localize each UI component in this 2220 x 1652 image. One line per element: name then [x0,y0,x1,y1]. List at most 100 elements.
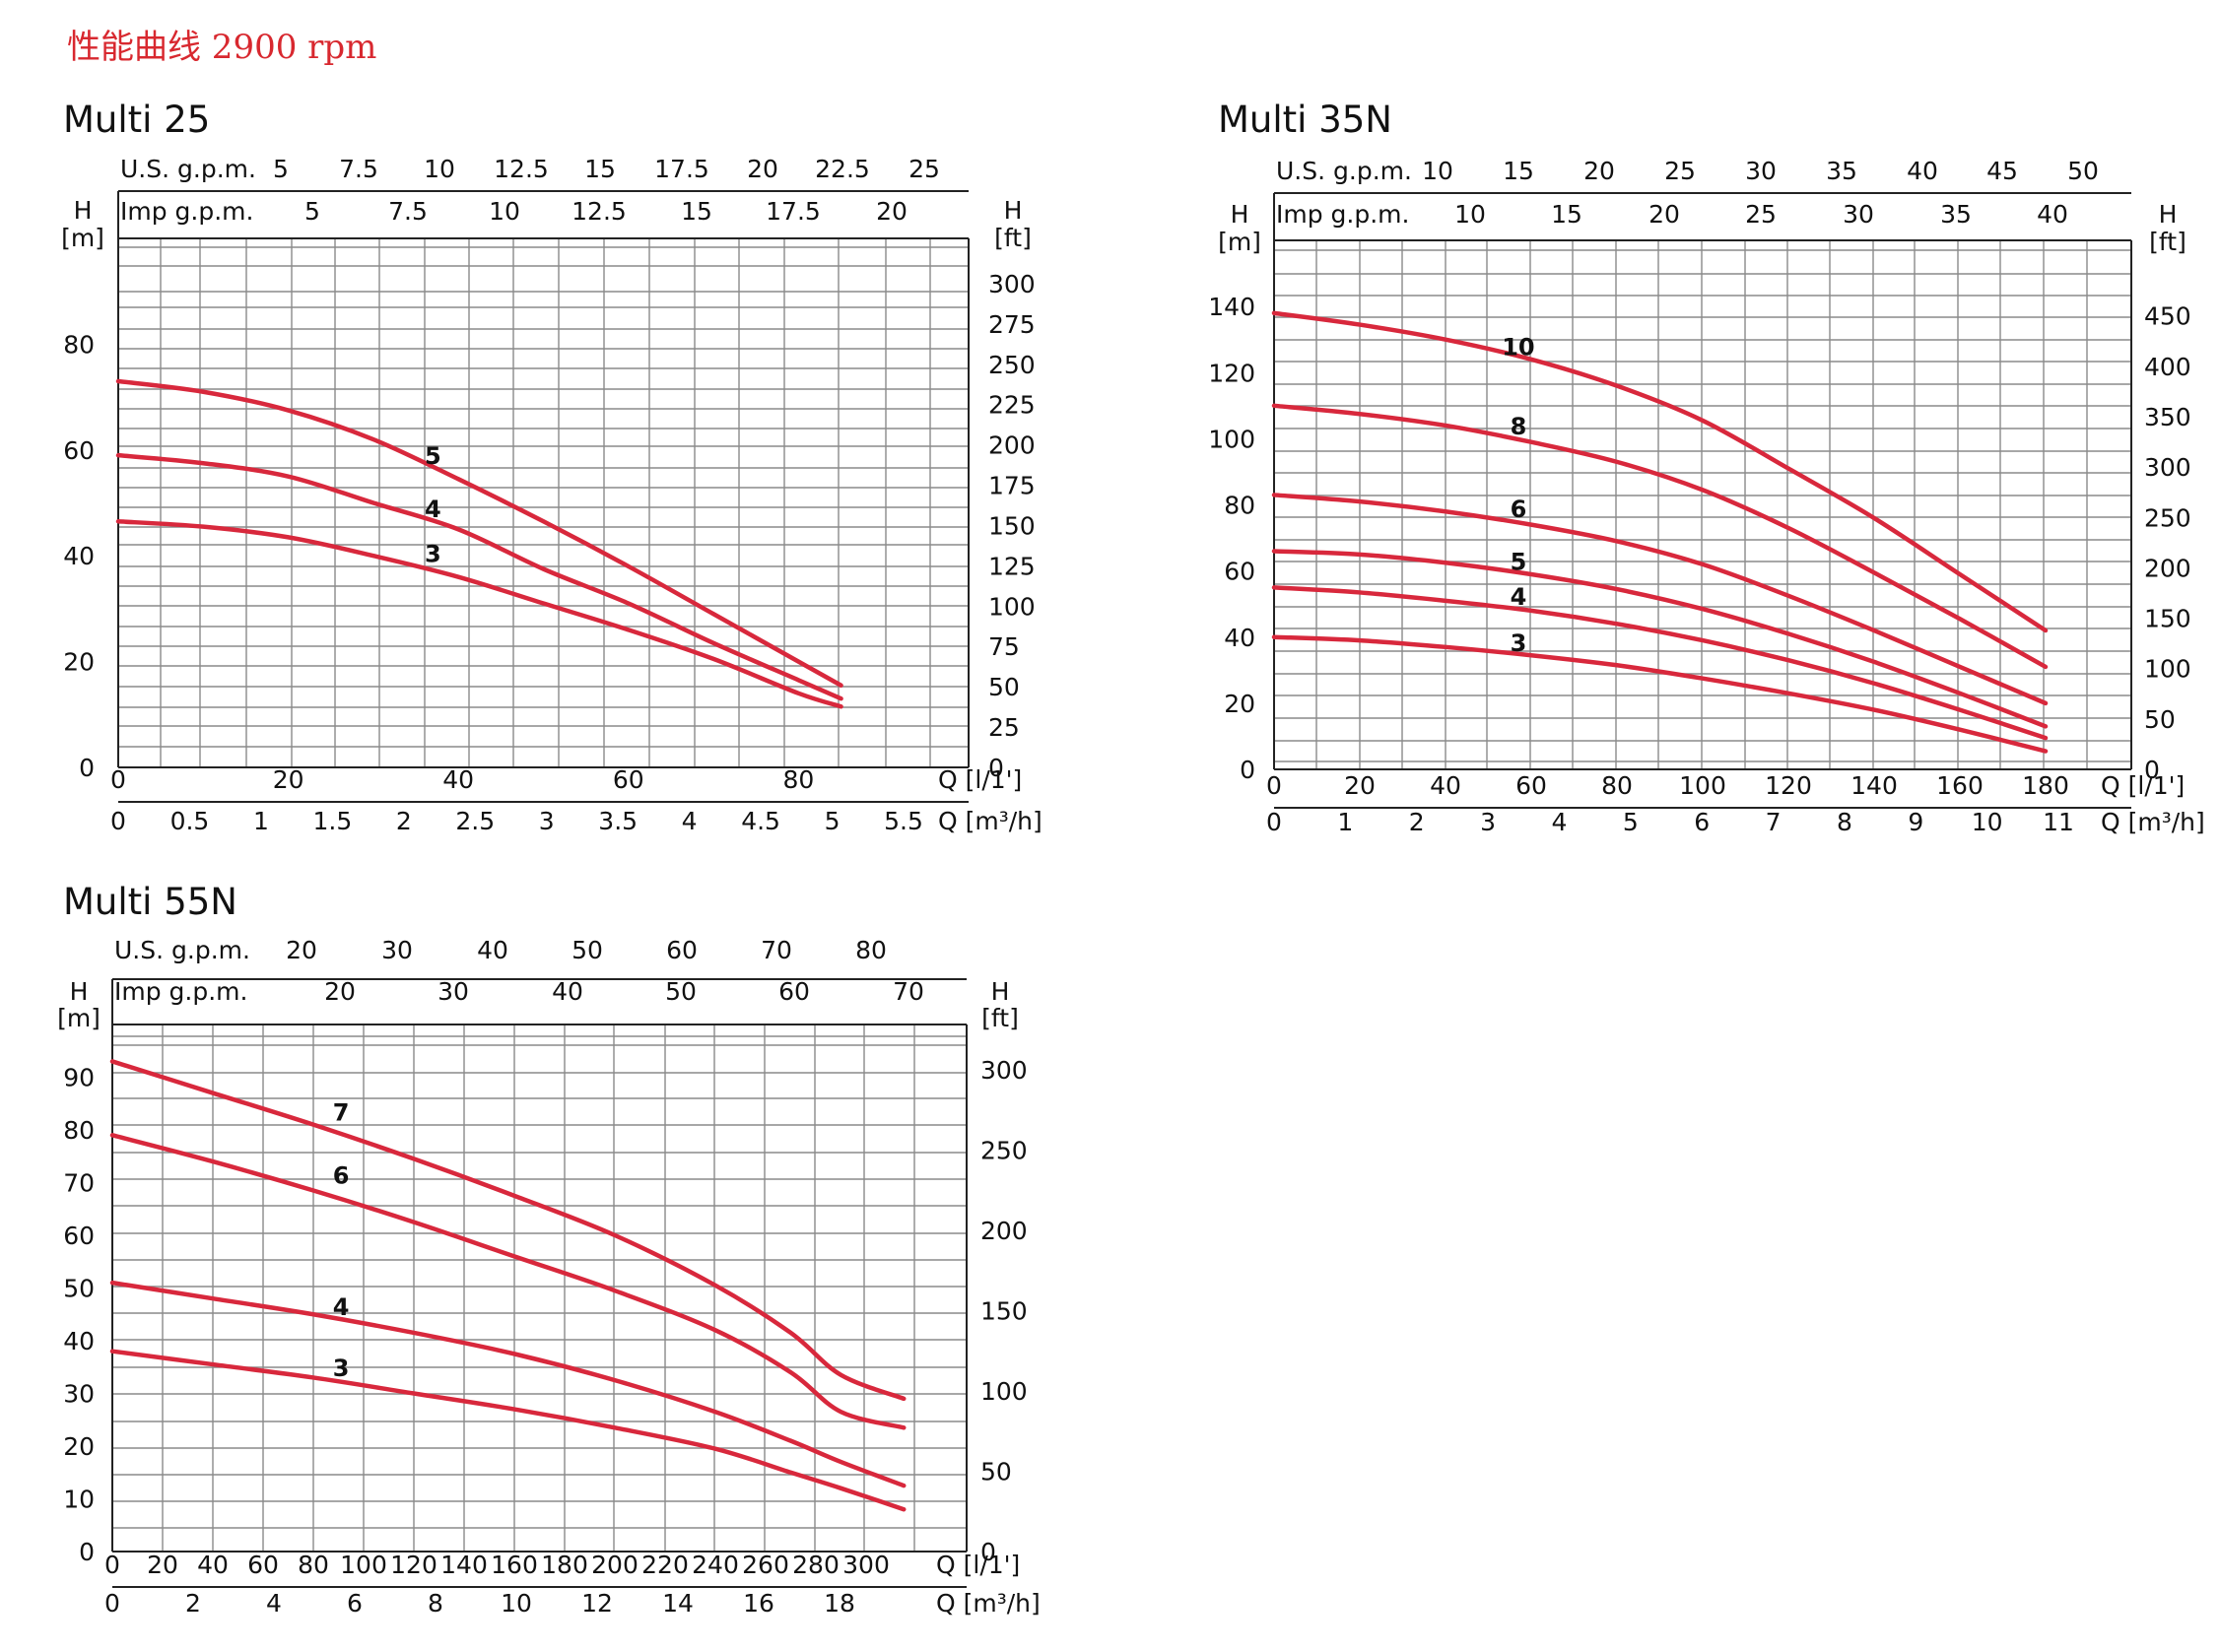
x-tick-label-m3h: 1 [1337,808,1353,836]
x-tick-label-lmin: 60 [247,1551,279,1579]
x-axis-title-lmin: Q [l/1'] [938,765,1022,794]
us-gpm-tick-label: 30 [1745,157,1777,185]
imp-gpm-tick-label: 12.5 [572,197,627,226]
us-gpm-tick-label: 30 [381,936,413,964]
x-tick-label-m3h: 6 [347,1589,363,1618]
imp-gpm-tick-label: 35 [1940,200,1972,229]
y-tick-label-ft: 25 [988,713,1020,742]
curve-label-4: 4 [333,1293,350,1321]
imp-gpm-tick-label: 20 [876,197,908,226]
imp-gpm-tick-label: 30 [437,977,469,1006]
x-tick-label-m3h: 0 [1266,808,1282,836]
x-tick-label-lmin: 100 [340,1551,387,1579]
y-tick-label-ft: 50 [2144,705,2176,734]
x-tick-label-m3h: 5 [825,807,841,835]
x-tick-label-m3h: 18 [824,1589,855,1618]
imp-gpm-tick-label: 40 [2037,200,2068,229]
x-tick-label-lmin: 60 [613,765,644,794]
y-tick-label-m: 20 [63,1432,95,1461]
x-tick-label-m3h: 2 [185,1589,201,1618]
x-tick-label-m3h: 12 [581,1589,613,1618]
curve-label-3: 3 [1511,629,1527,657]
y-tick-label-ft: 400 [2144,353,2191,381]
us-gpm-tick-label: 15 [1503,157,1534,185]
x-tick-label-m3h: 5.5 [884,807,923,835]
x-tick-label-lmin: 300 [842,1551,890,1579]
y-tick-label-ft: 300 [980,1056,1028,1085]
y-tick-label-ft: 150 [988,511,1036,540]
y-tick-label-ft: 50 [988,673,1020,701]
y-tick-label-m: 100 [1208,425,1255,453]
x-tick-label-lmin: 0 [1266,771,1282,800]
imp-gpm-tick-label: 50 [665,977,697,1006]
imp-gpm-tick-label: 7.5 [388,197,428,226]
us-gpm-tick-label: 20 [286,936,317,964]
x-tick-label-lmin: 240 [692,1551,739,1579]
x-tick-label-m3h: 2.5 [455,807,495,835]
y-tick-label-ft: 250 [988,351,1036,379]
y-tick-label-m: 0 [1240,756,1255,784]
curve-label-4: 4 [1511,583,1527,611]
y-tick-label-ft: 0 [988,754,1004,782]
us-gpm-tick-label: 20 [747,155,778,183]
y-tick-label-ft: 75 [988,632,1020,661]
x-tick-label-m3h: 1.5 [312,807,352,835]
y-tick-label-ft: 200 [2144,554,2191,582]
y-axis-unit-left: [m] [61,224,104,252]
x-tick-label-lmin: 0 [110,765,126,794]
x-tick-label-m3h: 8 [1837,808,1852,836]
y-tick-label-m: 0 [79,754,95,782]
curve-series-8 [1271,403,2049,670]
us-gpm-tick-label: 35 [1826,157,1857,185]
y-tick-label-m: 20 [1224,690,1255,718]
x-tick-label-m3h: 7 [1766,808,1782,836]
curve-series-4 [109,1280,907,1488]
imp-gpm-tick-label: 15 [681,197,712,226]
curve-label-5: 5 [425,442,441,470]
x-tick-label-m3h: 2 [396,807,412,835]
y-tick-label-m: 20 [63,648,95,677]
y-axis-unit-right: [ft] [994,224,1032,252]
x-axis-title-m3h: Q [m³/h] [2101,808,2205,836]
us-gpm-tick-label: 10 [1422,157,1453,185]
y-tick-label-ft: 450 [2144,302,2191,331]
y-tick-label-ft: 0 [2144,756,2160,784]
imp-gpm-tick-label: 70 [893,977,924,1006]
y-axis-unit-left: [m] [57,1004,101,1032]
y-tick-label-ft: 200 [988,431,1036,460]
y-tick-label-ft: 100 [980,1377,1028,1406]
x-tick-label-lmin: 180 [541,1551,588,1579]
x-tick-label-m3h: 9 [1908,808,1923,836]
plot-area: 0204060801001201400501001502002503003504… [1208,157,2205,836]
y-tick-label-m: 40 [1224,624,1255,652]
us-gpm-tick-label: 25 [908,155,940,183]
curve-series-3 [109,1349,907,1512]
x-tick-label-lmin: 80 [1601,771,1633,800]
x-tick-label-lmin: 220 [641,1551,689,1579]
x-tick-label-lmin: 80 [298,1551,329,1579]
curve-series-3 [1271,634,2049,754]
x-tick-label-m3h: 8 [428,1589,443,1618]
y-tick-label-m: 80 [63,1116,95,1145]
y-tick-label-m: 90 [63,1064,95,1092]
imp-gpm-tick-label: 30 [1843,200,1874,229]
x-tick-label-lmin: 20 [273,765,304,794]
chart-title-multi-55n: Multi 55N [63,881,237,923]
x-tick-label-m3h: 4 [682,807,698,835]
curve-label-3: 3 [425,541,441,568]
y-tick-label-ft: 175 [988,472,1036,500]
y-tick-label-m: 60 [63,436,95,465]
us-gpm-tick-label: 10 [424,155,455,183]
plot-area: 0204060800255075100125150175200225250275… [61,155,1043,835]
plot-area: 0102030405060708090050100150200250300H[m… [57,936,1041,1618]
x-tick-label-lmin: 100 [1679,771,1726,800]
curve-label-6: 6 [1511,496,1527,523]
x-tick-label-m3h: 3.5 [598,807,638,835]
y-tick-label-ft: 100 [988,592,1036,621]
curve-series-5 [115,378,843,689]
x-tick-label-lmin: 140 [440,1551,488,1579]
y-tick-label-m: 0 [79,1538,95,1566]
curve-series-10 [1271,310,2049,633]
y-axis-title-left: H [70,977,89,1006]
